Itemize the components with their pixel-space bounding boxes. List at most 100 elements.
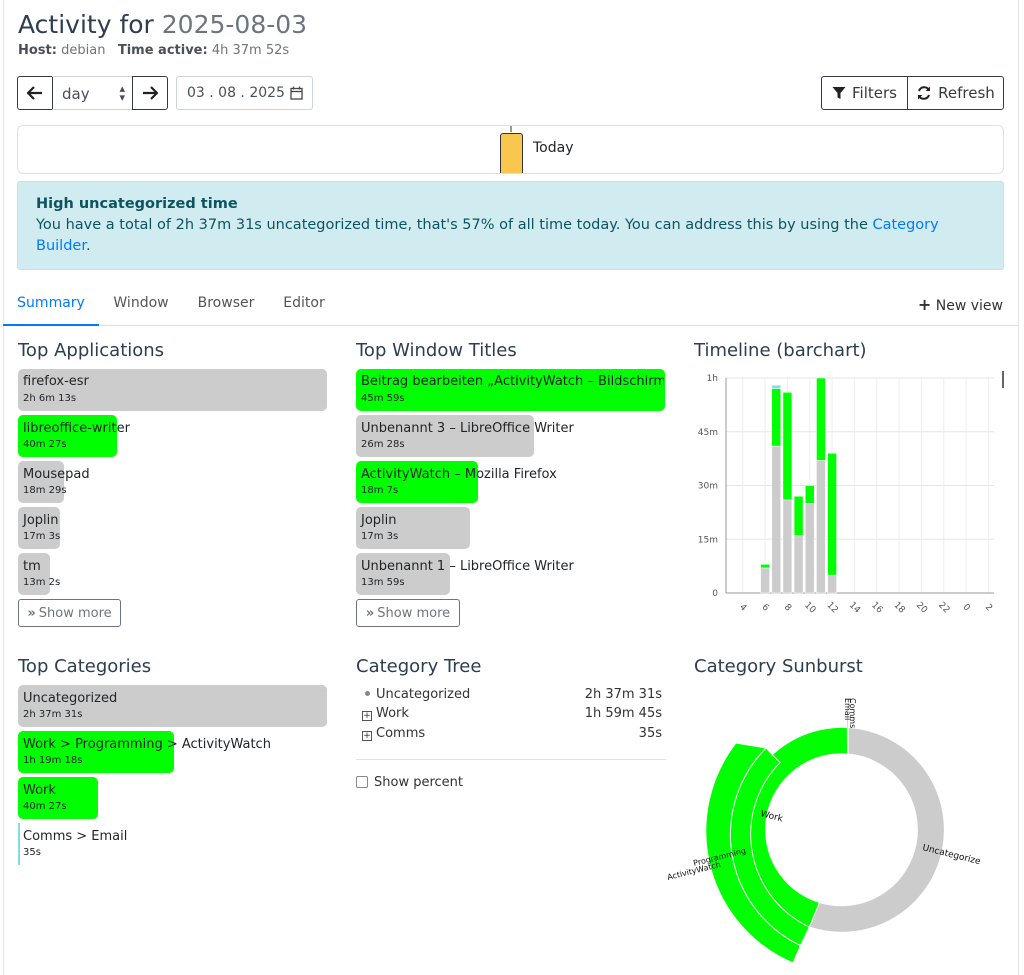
category-builder-link[interactable]: Category Builder bbox=[36, 217, 939, 254]
sunburst-segment-uncategorized[interactable] bbox=[808, 726, 945, 933]
bar-segment[interactable] bbox=[760, 564, 770, 569]
chevrons-down-icon: » bbox=[365, 605, 375, 621]
timeline-barchart-title: Timeline (barchart) bbox=[694, 340, 867, 361]
list-item-bar[interactable] bbox=[18, 553, 50, 595]
expand-icon[interactable]: + bbox=[362, 731, 372, 741]
bar-segment[interactable] bbox=[816, 460, 826, 594]
sunburst-segment-comms[interactable] bbox=[847, 706, 848, 728]
timeline-tick bbox=[510, 126, 512, 132]
x-tick-label: 0 bbox=[961, 602, 972, 613]
app-time: 18m 29s bbox=[23, 485, 67, 496]
app-time: 2h 6m 13s bbox=[23, 393, 77, 404]
tree-row-comms[interactable]: + Comms 35s bbox=[362, 726, 662, 741]
bar-segment[interactable] bbox=[827, 453, 837, 576]
list-item-bar[interactable] bbox=[356, 553, 450, 595]
filter-icon bbox=[832, 87, 846, 99]
list-item-bar[interactable] bbox=[18, 777, 98, 819]
list-item-bar[interactable] bbox=[18, 507, 60, 549]
checkbox[interactable] bbox=[356, 776, 368, 788]
plus-icon: + bbox=[917, 295, 932, 314]
x-tick-label: 12 bbox=[824, 600, 839, 615]
alert-heading: High uncategorized time bbox=[36, 196, 238, 212]
period-select[interactable]: day ▴ ▾ bbox=[52, 76, 133, 110]
refresh-button[interactable]: Refresh bbox=[907, 76, 1004, 110]
bar-segment[interactable] bbox=[793, 496, 804, 536]
tree-row-value: 1h 59m 45s bbox=[584, 706, 662, 721]
y-tick-label: 45m bbox=[698, 428, 718, 438]
list-item-bar[interactable] bbox=[356, 415, 534, 457]
bar-segment[interactable] bbox=[760, 567, 770, 594]
category-time: 35s bbox=[23, 847, 41, 858]
tree-row-work[interactable]: + Work 1h 59m 45s bbox=[362, 706, 662, 721]
tab-editor[interactable]: Editor bbox=[283, 295, 325, 311]
sunburst-segment-activitywatch[interactable] bbox=[705, 742, 802, 964]
page-subtitle: Host: debian Time active: 4h 37m 52s bbox=[18, 43, 289, 58]
title-date: 2025-08-03 bbox=[161, 10, 308, 39]
bar-segment[interactable] bbox=[827, 574, 837, 594]
category-name: Comms > Email bbox=[23, 829, 128, 844]
window-title-name: Joplin bbox=[361, 513, 397, 528]
list-item-bar[interactable] bbox=[356, 461, 478, 503]
show-more-apps-button[interactable]: » Show more bbox=[18, 599, 121, 627]
tab-summary[interactable]: Summary bbox=[3, 286, 99, 326]
tree-row-uncategorized[interactable]: Uncategorized 2h 37m 31s bbox=[362, 687, 662, 702]
host-value: debian bbox=[61, 43, 106, 58]
date-input-value: 03 . 08 . 2025 bbox=[187, 85, 285, 101]
list-item-bar[interactable] bbox=[18, 685, 327, 727]
timeline-today-label: Today bbox=[533, 140, 574, 156]
day-timeline[interactable]: Today bbox=[17, 125, 1004, 174]
expand-icon[interactable]: + bbox=[362, 711, 372, 721]
page-title: Activity for 2025-08-03 bbox=[18, 10, 308, 39]
page-frame bbox=[3, 0, 1019, 975]
time-active-value: 4h 37m 52s bbox=[211, 43, 290, 58]
list-item-bar[interactable] bbox=[18, 461, 64, 503]
bar-segment[interactable] bbox=[771, 445, 781, 594]
refresh-icon bbox=[918, 86, 931, 100]
window-title-time: 17m 3s bbox=[361, 531, 399, 542]
window-title-time: 18m 7s bbox=[361, 485, 399, 496]
category-sunburst[interactable]: Work Uncategorize Email Comms Programmin… bbox=[660, 690, 1010, 970]
tab-browser[interactable]: Browser bbox=[197, 295, 255, 311]
list-item-bar[interactable] bbox=[18, 731, 174, 773]
list-item-bar[interactable] bbox=[356, 369, 665, 411]
bar-segment[interactable] bbox=[793, 535, 804, 594]
x-tick-label: 6 bbox=[760, 602, 771, 613]
window-title-name: Beitrag bearbeiten „ActivityWatch – Bild… bbox=[361, 374, 664, 389]
host-label: Host: bbox=[18, 43, 57, 58]
category-name: Work bbox=[23, 783, 56, 798]
list-item-bar[interactable] bbox=[18, 369, 327, 411]
x-tick-label: 14 bbox=[847, 600, 862, 615]
bar-segment[interactable] bbox=[816, 377, 826, 461]
date-input[interactable]: 03 . 08 . 2025 bbox=[176, 76, 313, 110]
tab-window[interactable]: Window bbox=[113, 295, 169, 311]
timeline-today-bar[interactable] bbox=[500, 133, 523, 173]
bar-segment[interactable] bbox=[771, 384, 781, 389]
chevrons-down-icon: » bbox=[27, 605, 36, 621]
period-select-value: day bbox=[62, 85, 90, 103]
x-tick-label: 2 bbox=[983, 602, 994, 613]
app-time: 13m 2s bbox=[23, 577, 61, 588]
prev-period-button[interactable] bbox=[17, 76, 53, 110]
new-view-button[interactable]: + New view bbox=[917, 295, 1003, 314]
show-percent-toggle[interactable]: Show percent bbox=[356, 775, 463, 790]
list-item-bar[interactable] bbox=[18, 823, 20, 865]
filters-button[interactable]: Filters bbox=[821, 76, 908, 110]
window-title-name: ActivityWatch – Mozilla Firefox bbox=[361, 467, 557, 482]
bar-segment[interactable] bbox=[805, 503, 815, 594]
x-tick-label: 16 bbox=[869, 600, 884, 615]
x-tick-label: 18 bbox=[891, 600, 906, 615]
arrow-right-icon bbox=[143, 86, 158, 100]
show-more-titles-button[interactable]: » Show more bbox=[356, 599, 460, 627]
y-tick-label: 15m bbox=[698, 535, 718, 545]
bar-segment[interactable] bbox=[782, 392, 793, 501]
bar-segment[interactable] bbox=[771, 388, 781, 447]
bar-segment[interactable] bbox=[782, 499, 793, 594]
bar-segment[interactable] bbox=[805, 485, 815, 504]
category-time: 40m 27s bbox=[23, 801, 67, 812]
next-period-button[interactable] bbox=[132, 76, 168, 110]
arrow-left-icon bbox=[27, 86, 42, 100]
list-item-bar[interactable] bbox=[18, 415, 117, 457]
app-name: Mousepad bbox=[23, 467, 90, 482]
list-item-bar[interactable] bbox=[356, 507, 470, 549]
